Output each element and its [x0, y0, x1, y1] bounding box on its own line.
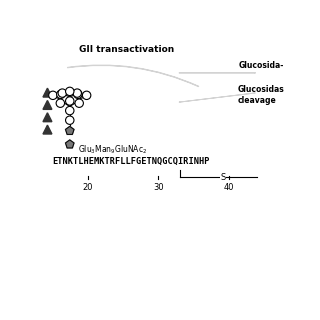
Polygon shape	[66, 140, 74, 148]
Text: ETNKTLHEMKTRFLLFGETNQGCQIRINHP: ETNKTLHEMKTRFLLFGETNQGCQIRINHP	[52, 157, 210, 166]
Circle shape	[56, 99, 65, 108]
FancyArrowPatch shape	[179, 93, 255, 102]
Polygon shape	[43, 113, 52, 122]
Circle shape	[73, 89, 81, 97]
Text: 20: 20	[83, 182, 93, 192]
Text: Glucosida-: Glucosida-	[239, 61, 284, 70]
Circle shape	[66, 107, 74, 115]
Polygon shape	[43, 100, 52, 109]
Polygon shape	[66, 126, 74, 134]
Circle shape	[57, 90, 65, 99]
Circle shape	[49, 91, 57, 100]
Circle shape	[83, 91, 91, 100]
Text: 40: 40	[224, 182, 234, 192]
Text: Glucosidas
cleavage: Glucosidas cleavage	[237, 85, 284, 105]
Circle shape	[66, 87, 74, 96]
Circle shape	[75, 99, 84, 108]
Text: 30: 30	[153, 182, 164, 192]
Circle shape	[66, 97, 74, 105]
Text: GII transactivation: GII transactivation	[79, 45, 174, 54]
Circle shape	[74, 90, 82, 99]
FancyArrowPatch shape	[68, 65, 199, 86]
Text: Glu$_3$Man$_9$GluNAc$_2$: Glu$_3$Man$_9$GluNAc$_2$	[78, 143, 148, 156]
Polygon shape	[43, 125, 52, 134]
Polygon shape	[43, 88, 52, 97]
Circle shape	[58, 89, 67, 97]
Text: S: S	[221, 172, 226, 182]
Circle shape	[66, 116, 74, 124]
